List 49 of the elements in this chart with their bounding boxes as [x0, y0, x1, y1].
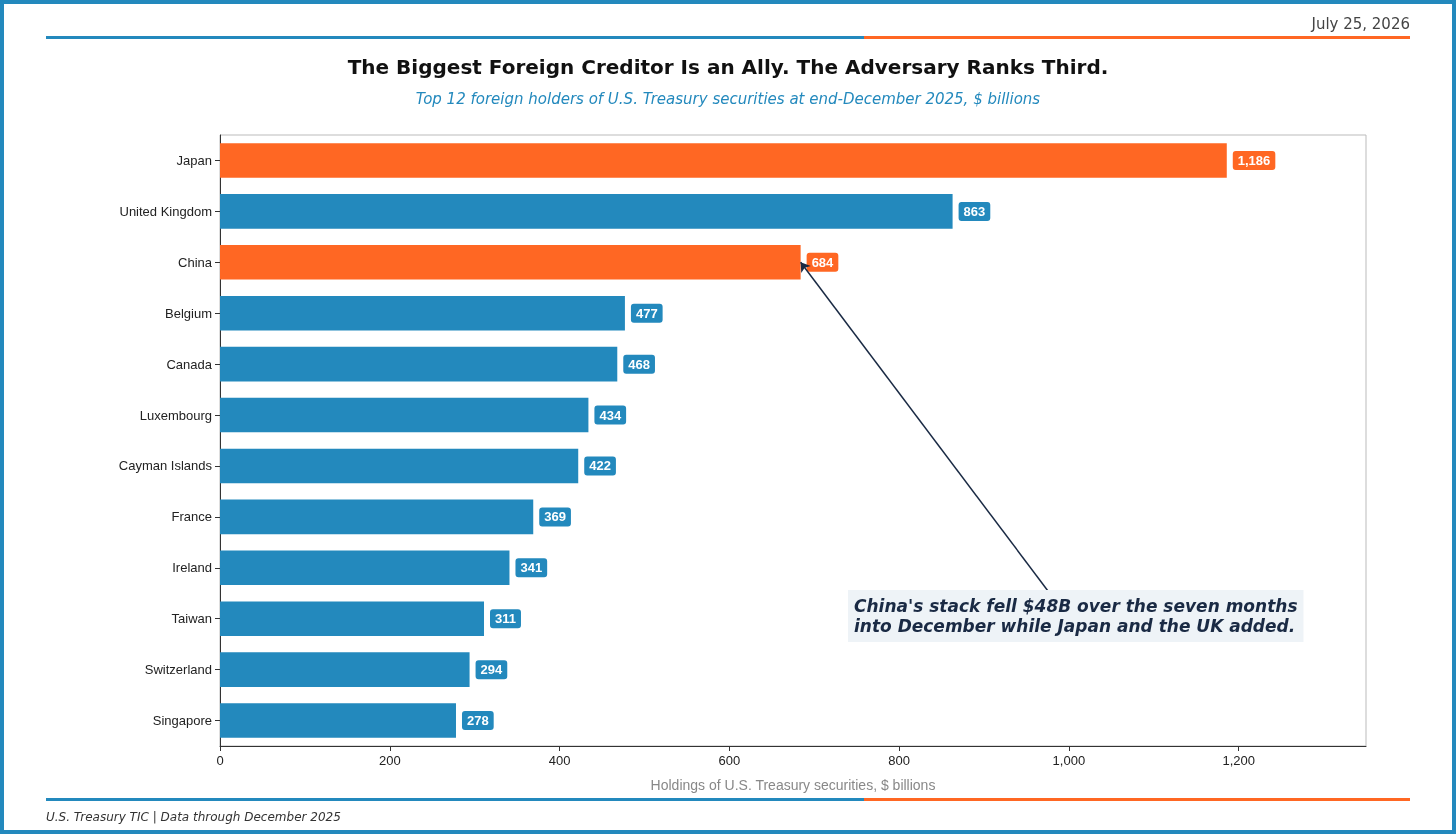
bar	[220, 143, 1227, 178]
y-tick-label: Singapore	[152, 713, 212, 729]
data-label: 294	[480, 662, 504, 678]
y-tick-label: Cayman Islands	[118, 458, 213, 474]
y-tick-label: Belgium	[165, 305, 212, 321]
bar	[220, 652, 470, 687]
data-label: 1,186	[1237, 152, 1271, 168]
text: U.S. Treasury TIC | Data through December 2025	[46, 810, 341, 824]
data-label: 684	[811, 254, 835, 270]
y-tick-label: Luxembourg	[139, 407, 212, 423]
bar	[220, 397, 589, 433]
bar	[220, 499, 534, 535]
x-tick-label: 1,200	[1222, 753, 1255, 768]
y-tick-label: Canada	[166, 356, 213, 372]
bar	[220, 295, 625, 331]
data-label: 468	[628, 356, 650, 372]
x-axis-title: Holdings of U.S. Treasury securities, $ billions	[650, 777, 936, 793]
bar	[220, 244, 801, 280]
data-label: 341	[520, 560, 543, 576]
data-label: 477	[635, 305, 658, 321]
y-tick-label: Japan	[176, 152, 212, 168]
chart-subtitle: Top 12 foreign holders of U.S. Treasury securities at end-December 2025, $ billions	[415, 89, 1041, 108]
x-tick-label: 600	[718, 753, 741, 768]
y-tick-label: Taiwan	[171, 611, 212, 627]
x-tick-label: 400	[548, 753, 571, 768]
bar	[220, 346, 618, 382]
annotation: China's stack fell $48B over the seven months into December while Japan and the UK added.	[854, 596, 1298, 636]
x-tick-label: 0	[216, 753, 224, 768]
y-tick-label: France	[171, 509, 212, 525]
data-label: 422	[589, 458, 611, 474]
x-tick-label: 800	[888, 753, 910, 768]
y-tick-label: Ireland	[172, 560, 212, 576]
data-label: 278	[466, 713, 489, 729]
data-label: 863	[963, 203, 986, 219]
bar	[220, 601, 484, 637]
data-label: 434	[599, 407, 622, 423]
bar	[220, 448, 579, 484]
x-tick-label: 200	[378, 753, 401, 768]
y-tick-label: China	[178, 254, 213, 270]
bar	[220, 194, 953, 229]
data-label: 311	[495, 611, 516, 627]
y-tick-label: United Kingdom	[119, 203, 212, 219]
chart-title: The Biggest Foreign Creditor Is an Ally. The Adversary Ranks Third.	[347, 55, 1109, 79]
y-tick-label: Switzerland	[144, 662, 212, 678]
bar	[220, 703, 456, 738]
text: July 25, 2026	[1311, 15, 1410, 33]
bar	[220, 550, 510, 586]
x-tick-label: 1,000	[1052, 753, 1086, 768]
data-label: 369	[544, 509, 566, 525]
